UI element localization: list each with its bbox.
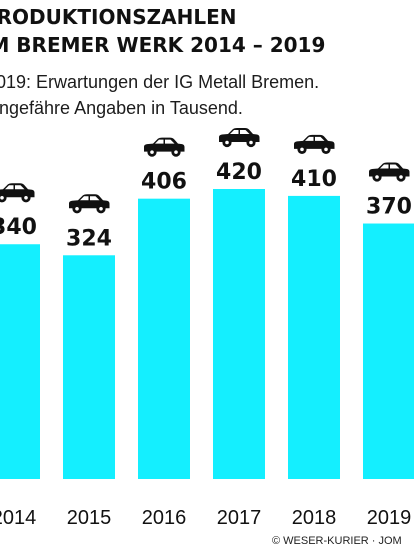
car-icon [294, 134, 335, 155]
car-icon [219, 128, 260, 148]
bar [288, 195, 340, 479]
car-hub [225, 140, 229, 145]
car-window-rear [15, 185, 25, 190]
bar [0, 244, 40, 479]
x-tick-label: 2016 [142, 507, 187, 529]
chart-title-line-1: PRODUKTIONSZAHLEN [0, 5, 237, 29]
data-label: 324 [66, 226, 112, 251]
car-icon [0, 183, 35, 203]
bar [363, 223, 414, 479]
data-label: 370 [366, 195, 412, 220]
car-window-front [305, 136, 314, 141]
car-hub [150, 150, 154, 154]
car-window-rear [90, 196, 100, 201]
car-hub [324, 147, 328, 152]
car-hub [300, 147, 304, 152]
data-label: 410 [291, 167, 337, 192]
data-label: 406 [141, 170, 187, 195]
car-hub [375, 175, 379, 179]
bar [63, 255, 115, 479]
car-window-front [155, 139, 164, 144]
car-window-front [230, 130, 239, 134]
x-tick-label: 2017 [217, 507, 262, 529]
x-tick-label: 2015 [67, 507, 112, 529]
car-window-rear [390, 164, 400, 169]
car-window-rear [240, 130, 250, 134]
chart-title-line-2: IM BREMER WERK 2014 – 2019 [0, 33, 326, 57]
car-window-front [5, 185, 14, 190]
x-tick-label: 2014 [0, 507, 36, 529]
car-hub [249, 140, 253, 145]
car-window-front [80, 196, 89, 201]
x-tick-label: 2018 [292, 507, 337, 529]
car-hub [75, 206, 79, 211]
car-window-front [380, 164, 389, 169]
car-icon [69, 194, 110, 214]
source-credit: © WESER-KURIER · JOM [272, 535, 402, 547]
chart-subtitle-line-1: 2019: Erwartungen der IG Metall Bremen. [0, 72, 320, 92]
chart-subtitle-line-2: Ungefähre Angaben in Tausend. [0, 98, 243, 118]
car-icon [369, 162, 410, 182]
car-icon [144, 137, 185, 157]
car-window-rear [165, 139, 175, 144]
data-label: 420 [216, 160, 262, 185]
car-window-rear [315, 136, 325, 141]
car-hub [24, 195, 28, 200]
car-hub [99, 206, 103, 211]
bar [213, 189, 265, 479]
car-hub [399, 175, 403, 179]
data-label: 340 [0, 215, 37, 240]
car-hub [0, 195, 4, 200]
bar [138, 198, 190, 479]
x-tick-label: 2019 [367, 507, 412, 529]
car-hub [174, 150, 178, 154]
